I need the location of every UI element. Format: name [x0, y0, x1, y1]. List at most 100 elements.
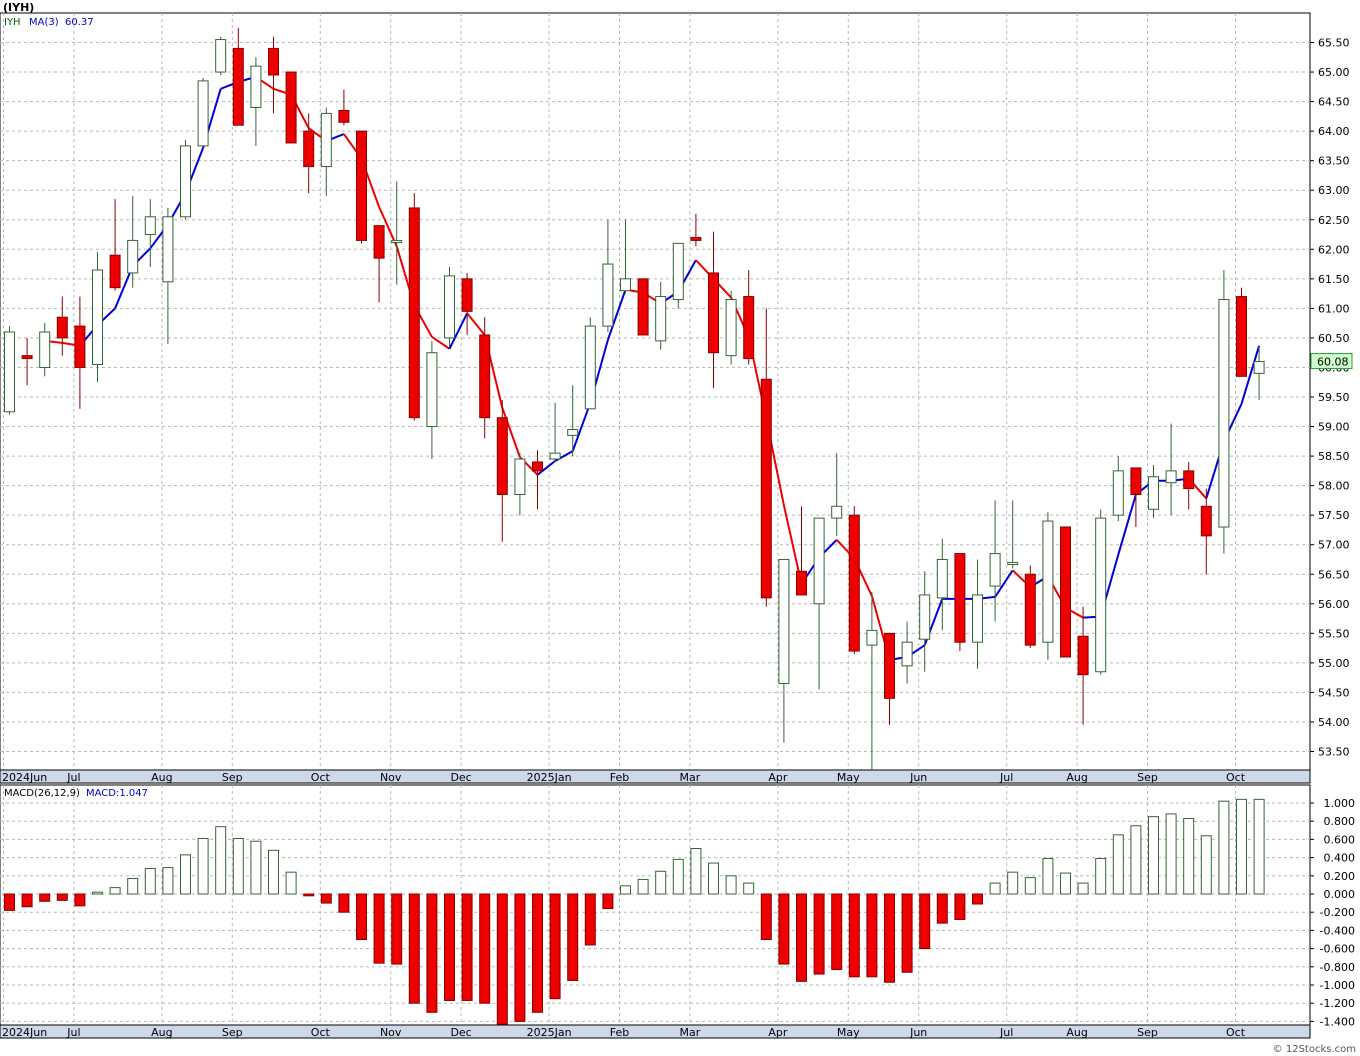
- candle-body-down: [21, 355, 33, 360]
- month-label: Mar: [680, 1026, 701, 1039]
- month-label: Nov: [380, 1026, 402, 1039]
- candle-body-up: [778, 558, 790, 685]
- macd-bar-positive: [655, 870, 667, 895]
- price-tick-label: 55.50: [1318, 627, 1350, 640]
- candle-body-down: [637, 278, 649, 336]
- candle: [180, 139, 191, 220]
- candle-body-down: [1200, 505, 1212, 537]
- macd-bar-negative: [373, 893, 385, 964]
- macd-bar-positive: [1165, 813, 1177, 895]
- candle-body-down: [479, 334, 491, 419]
- macd-bar-positive: [989, 882, 1001, 895]
- candle-body-down: [74, 325, 86, 368]
- macd-bar-negative: [813, 893, 825, 975]
- macd-bar-positive: [127, 878, 139, 895]
- candle: [127, 196, 139, 288]
- macd-bar-negative: [584, 893, 596, 946]
- price-tick-label: 60.50: [1318, 332, 1350, 345]
- candle-body-up: [1218, 299, 1230, 528]
- macd-bar-negative: [532, 893, 543, 1013]
- ma-segment: [466, 312, 486, 336]
- candle-body-up: [426, 352, 438, 428]
- month-label: Dec: [450, 1026, 471, 1039]
- candle-body-down: [796, 570, 807, 596]
- macd-bar-positive: [743, 882, 755, 895]
- candle-body-up: [514, 458, 526, 495]
- price-tick-label: 65.00: [1318, 66, 1350, 79]
- month-label: Aug: [151, 771, 172, 784]
- candle: [796, 506, 807, 596]
- candle-body-up: [620, 278, 631, 292]
- price-month-strip: [0, 769, 1311, 784]
- macd-bar-negative: [901, 893, 913, 973]
- macd-tick-label: 0.000: [1324, 888, 1356, 901]
- candle: [778, 558, 790, 743]
- candle: [215, 36, 227, 75]
- month-label: Nov: [380, 771, 402, 784]
- macd-bar-positive: [1183, 817, 1195, 895]
- candle: [162, 207, 174, 344]
- macd-bar-negative: [848, 893, 860, 978]
- candle-body-down: [1060, 526, 1071, 658]
- macd-bar-positive: [1024, 877, 1036, 895]
- candle-body-down: [496, 417, 508, 495]
- candle-body-down: [303, 130, 315, 168]
- candle: [144, 199, 156, 268]
- candle: [884, 632, 895, 725]
- candle-body-down: [954, 553, 966, 643]
- candle: [708, 231, 719, 389]
- month-label: Jul: [999, 771, 1013, 784]
- month-label: Oct: [1226, 771, 1246, 784]
- macd-histogram: [4, 798, 1265, 1025]
- month-label: Oct: [311, 1026, 331, 1039]
- macd-bar-negative: [866, 893, 878, 978]
- candle-body-up: [1148, 476, 1159, 510]
- candle-body-up: [813, 517, 825, 605]
- macd-tick-label: -1.200: [1320, 997, 1355, 1010]
- candle-body-up: [250, 65, 262, 108]
- macd-bar-positive: [1095, 858, 1107, 895]
- candle-body-up: [602, 263, 614, 327]
- price-tick-label: 64.50: [1318, 96, 1350, 109]
- macd-bar-negative: [21, 893, 33, 908]
- month-label: Aug: [1066, 771, 1087, 784]
- month-label: 2024Jun: [2, 771, 47, 784]
- price-tick-label: 59.50: [1318, 391, 1350, 404]
- candle: [690, 213, 702, 247]
- month-label: Dec: [450, 771, 471, 784]
- candle: [479, 317, 491, 439]
- month-label: May: [837, 771, 860, 784]
- macd-bar-positive: [637, 878, 649, 895]
- macd-bar-negative: [796, 893, 807, 982]
- candle-body-down: [232, 47, 244, 126]
- candle-body-down: [1183, 470, 1195, 490]
- month-label: Jul: [999, 1026, 1013, 1039]
- candle: [268, 36, 279, 114]
- macd-bar-negative: [972, 893, 983, 905]
- macd-bar-negative: [39, 893, 51, 902]
- candle: [1024, 565, 1036, 649]
- macd-bar-negative: [303, 893, 315, 897]
- candle: [725, 290, 737, 365]
- candle-body-up: [127, 239, 139, 274]
- candle: [109, 199, 121, 291]
- macd-bar-negative: [338, 893, 350, 913]
- macd-bar-positive: [1060, 872, 1071, 895]
- macd-bar-negative: [461, 893, 473, 1001]
- candle-body-down: [1077, 635, 1089, 676]
- legend-ma-label: MA(3): [29, 17, 59, 28]
- candle: [408, 193, 420, 421]
- candle-body-down: [285, 71, 297, 144]
- ma-segment: [606, 289, 627, 341]
- price-tick-label: 62.00: [1318, 243, 1350, 256]
- macd-bar-negative: [320, 893, 332, 904]
- candle: [972, 559, 983, 669]
- candlestick-series: [4, 27, 1265, 770]
- price-tick-label: 64.00: [1318, 125, 1350, 138]
- month-label: Sep: [1137, 1026, 1158, 1039]
- candle-body-up: [901, 641, 913, 667]
- candle: [866, 591, 878, 770]
- candle-body-down: [461, 278, 473, 312]
- candle: [373, 225, 385, 303]
- candle: [567, 385, 579, 457]
